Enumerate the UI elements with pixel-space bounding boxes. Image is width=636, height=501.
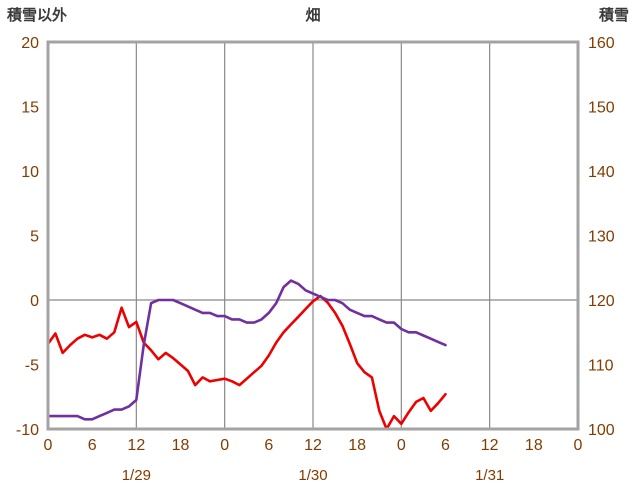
x-axis-tick-label: 18 bbox=[348, 437, 366, 454]
x-axis-tick-label: 6 bbox=[441, 437, 450, 454]
x-axis-tick-label: 0 bbox=[220, 437, 229, 454]
red-series-line bbox=[46, 294, 447, 431]
x-axis-tick-label: 0 bbox=[44, 437, 53, 454]
plot-border bbox=[46, 40, 580, 431]
left-axis-tick-label: 20 bbox=[21, 35, 39, 52]
left-axis-title: 積雪以外 bbox=[7, 7, 68, 24]
right-axis-tick-label: 160 bbox=[588, 35, 615, 52]
right-axis-tick-label: 130 bbox=[588, 229, 615, 246]
gridlines bbox=[48, 42, 578, 429]
right-axis-tick-labels: 160 150 140 130 120 110 100 bbox=[588, 35, 615, 439]
date-label: 1/30 bbox=[298, 467, 327, 484]
left-axis-tick-label: 0 bbox=[30, 293, 39, 310]
x-axis-tick-label: 18 bbox=[172, 437, 190, 454]
x-axis-tick-label: 12 bbox=[304, 437, 322, 454]
x-axis-tick-label: 12 bbox=[127, 437, 145, 454]
x-axis-tick-label: 0 bbox=[397, 437, 406, 454]
x-axis-tick-label: 6 bbox=[264, 437, 273, 454]
right-axis-tick-label: 110 bbox=[588, 358, 614, 375]
right-axis-tick-label: 120 bbox=[588, 293, 615, 310]
right-axis-title: 積雪 bbox=[598, 7, 629, 24]
purple-series-line bbox=[46, 279, 447, 421]
x-axis-tick-labels: 0 6 12 18 0 6 12 18 0 6 12 18 0 bbox=[44, 437, 583, 454]
left-axis-tick-label: 15 bbox=[21, 100, 39, 117]
x-axis-tick-label: 0 bbox=[574, 437, 583, 454]
x-axis-tick-label: 6 bbox=[88, 437, 97, 454]
left-axis-tick-label: -10 bbox=[16, 422, 39, 439]
left-axis-tick-label: 10 bbox=[21, 164, 39, 181]
right-axis-tick-label: 100 bbox=[588, 422, 615, 439]
x-axis-tick-label: 12 bbox=[481, 437, 499, 454]
left-axis-tick-labels: 20 15 10 5 0 -5 -10 bbox=[16, 35, 39, 439]
date-label: 1/31 bbox=[475, 467, 504, 484]
x-axis-tick-label: 18 bbox=[525, 437, 543, 454]
right-axis-tick-label: 150 bbox=[588, 100, 615, 117]
right-axis-tick-label: 140 bbox=[588, 164, 615, 181]
x-axis-date-labels: 1/29 1/30 1/31 bbox=[122, 467, 505, 484]
chart-title: 畑 bbox=[305, 7, 321, 24]
left-axis-tick-label: 5 bbox=[30, 229, 39, 246]
left-axis-tick-label: -5 bbox=[25, 358, 39, 375]
date-label: 1/29 bbox=[122, 467, 151, 484]
